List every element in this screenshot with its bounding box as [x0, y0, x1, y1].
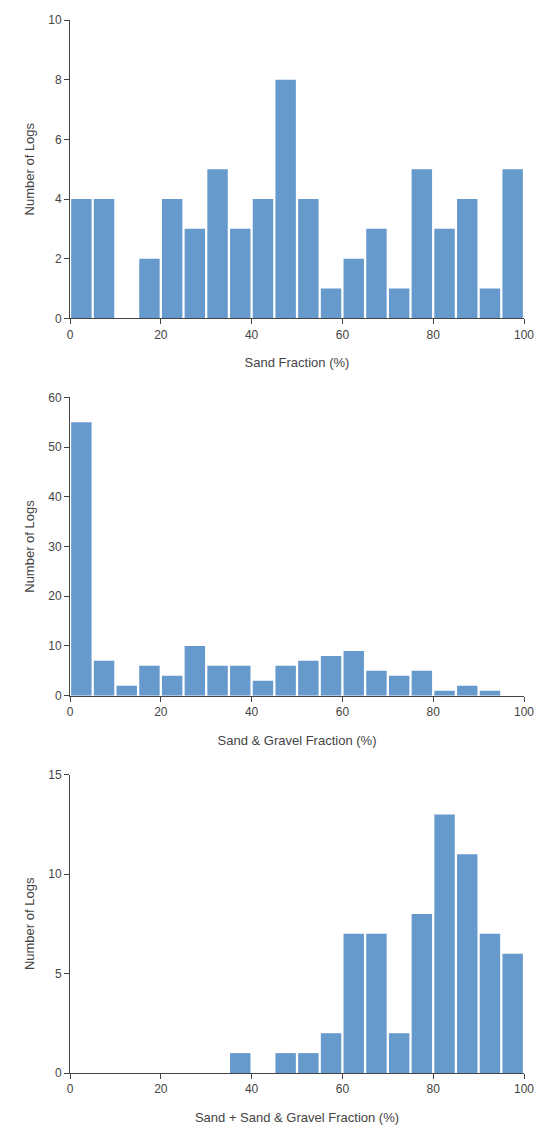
svg-text:40: 40	[245, 705, 259, 719]
svg-text:10: 10	[48, 639, 62, 653]
svg-text:20: 20	[154, 328, 168, 342]
svg-text:10: 10	[48, 13, 62, 27]
svg-text:80: 80	[427, 705, 441, 719]
svg-text:0: 0	[55, 1066, 62, 1080]
svg-text:Sand + Sand & Gravel Fraction: Sand + Sand & Gravel Fraction (%)	[195, 1110, 399, 1125]
svg-text:Number of Logs: Number of Logs	[22, 877, 37, 970]
svg-text:100: 100	[514, 1082, 534, 1096]
svg-text:40: 40	[245, 1082, 259, 1096]
svg-text:0: 0	[55, 312, 62, 326]
svg-text:40: 40	[48, 490, 62, 504]
svg-text:0: 0	[67, 1082, 74, 1096]
svg-text:40: 40	[245, 328, 259, 342]
svg-text:60: 60	[336, 1082, 350, 1096]
svg-text:50: 50	[48, 440, 62, 454]
svg-text:Number of Logs: Number of Logs	[22, 500, 37, 593]
svg-text:8: 8	[55, 73, 62, 87]
svg-text:15: 15	[48, 768, 62, 782]
svg-text:60: 60	[336, 328, 350, 342]
svg-text:6: 6	[55, 133, 62, 147]
svg-text:Sand & Gravel Fraction (%): Sand & Gravel Fraction (%)	[218, 733, 377, 748]
svg-text:20: 20	[154, 705, 168, 719]
svg-text:Sand Fraction (%): Sand Fraction (%)	[245, 355, 350, 370]
svg-text:0: 0	[67, 328, 74, 342]
svg-text:60: 60	[336, 705, 350, 719]
svg-text:5: 5	[55, 967, 62, 981]
svg-text:100: 100	[514, 328, 534, 342]
svg-text:20: 20	[48, 589, 62, 603]
svg-text:0: 0	[67, 705, 74, 719]
svg-text:80: 80	[427, 328, 441, 342]
svg-text:4: 4	[55, 192, 62, 206]
svg-text:100: 100	[514, 705, 534, 719]
svg-text:2: 2	[55, 252, 62, 266]
svg-text:60: 60	[48, 391, 62, 405]
svg-text:80: 80	[427, 1082, 441, 1096]
svg-text:Number of Logs: Number of Logs	[22, 122, 37, 215]
svg-text:10: 10	[48, 867, 62, 881]
svg-text:30: 30	[48, 540, 62, 554]
svg-text:20: 20	[154, 1082, 168, 1096]
svg-text:0: 0	[55, 689, 62, 703]
